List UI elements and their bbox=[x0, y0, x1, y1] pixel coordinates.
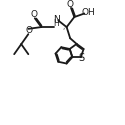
Text: OH: OH bbox=[82, 8, 96, 17]
Text: O: O bbox=[31, 10, 38, 19]
Text: O: O bbox=[25, 26, 32, 35]
Text: ,: , bbox=[62, 22, 64, 31]
Text: O: O bbox=[67, 0, 74, 9]
Text: N: N bbox=[53, 15, 60, 24]
Text: S: S bbox=[78, 53, 85, 63]
Text: H: H bbox=[54, 19, 59, 28]
